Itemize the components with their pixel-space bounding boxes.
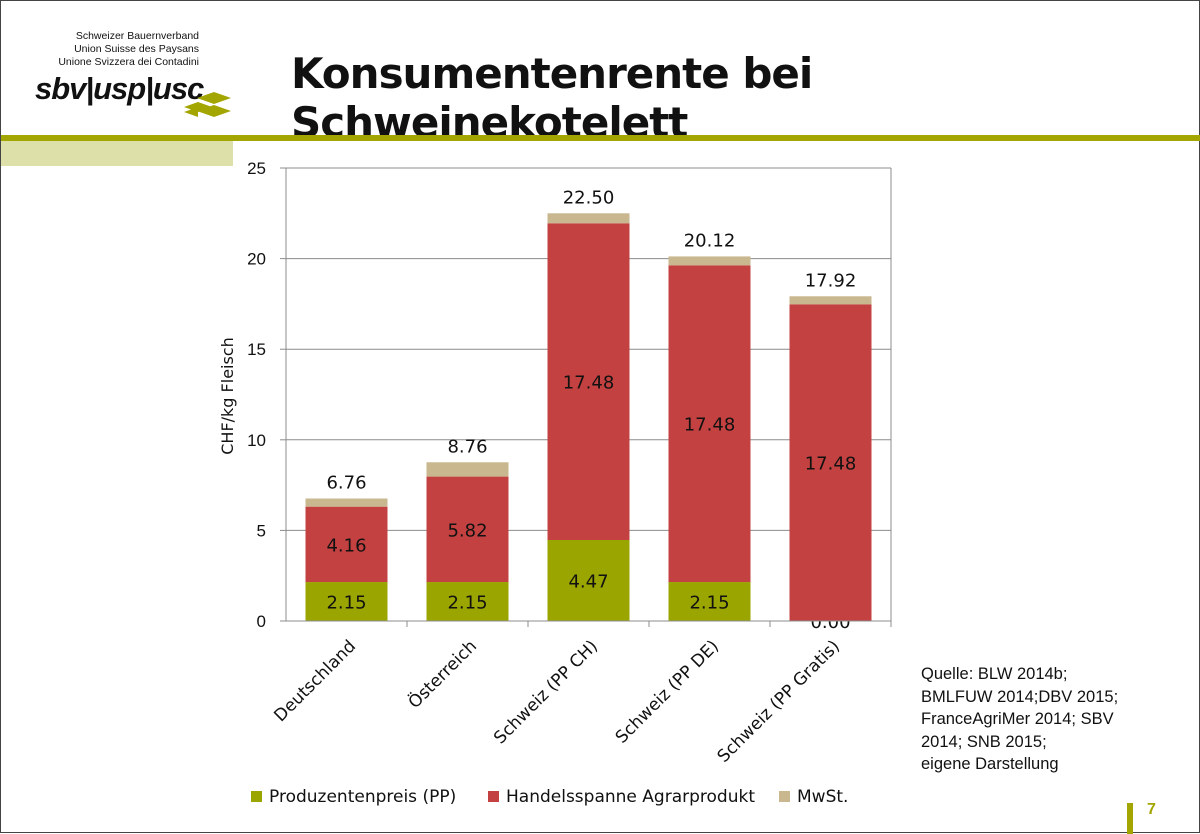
legend-label: Produzentenpreis (PP) [269, 787, 456, 807]
x-tick-label: Schweiz (PP CH) [490, 636, 602, 748]
x-tick-label: Deutschland [270, 636, 360, 726]
total-label: 20.12 [684, 230, 736, 251]
logo-line: Union Suisse des Paysans [74, 43, 199, 55]
y-tick-label: 0 [257, 612, 266, 631]
x-tick-label: Schweiz (PP Gratis) [714, 636, 844, 766]
y-tick-label: 10 [247, 431, 266, 450]
bar-segment [305, 506, 388, 583]
source-line: 2014; SNB 2015; [921, 732, 1047, 751]
y-tick-label: 5 [257, 521, 266, 540]
data-label: 2.15 [447, 593, 487, 614]
legend-swatch [251, 791, 262, 802]
bar-segment [547, 223, 630, 541]
logo-diamond-icon [184, 92, 231, 117]
source-line: FranceAgriMer 2014; SBV [921, 710, 1114, 728]
total-label: 6.76 [326, 473, 366, 494]
y-tick-label: 15 [247, 340, 266, 359]
legend-swatch [779, 791, 790, 802]
bar-segment [426, 476, 509, 583]
data-label: 17.48 [563, 373, 615, 394]
header-rule [1, 135, 1200, 141]
source-line: BMLFUW 2014;DBV 2015; [921, 687, 1119, 706]
source-line: Quelle: BLW 2014b; [921, 665, 1068, 683]
legend-label: Handelsspanne Agrarprodukt [506, 787, 755, 807]
data-label: 17.48 [805, 454, 857, 475]
bar-segment [789, 296, 872, 305]
bar-segment [668, 256, 751, 266]
y-tick-label: 25 [247, 159, 266, 178]
bar-segment [668, 265, 751, 583]
total-label: 22.50 [563, 187, 615, 208]
data-label: 5.82 [447, 520, 487, 541]
bar-segment [668, 582, 751, 621]
total-label: 17.92 [805, 270, 857, 291]
y-tick-label: 20 [247, 250, 266, 269]
bar-segment [426, 582, 509, 621]
y-axis-label: CHF/kg Fleisch [218, 337, 237, 455]
page-number-bar [1127, 803, 1133, 834]
x-tick-label: Österreich [403, 635, 481, 713]
source-note: Quelle: BLW 2014b; BMLFUW 2014;DBV 2015;… [921, 663, 1118, 776]
source-line: eigene Darstellung [921, 755, 1059, 773]
data-label: 2.15 [689, 593, 729, 614]
data-label: 2.15 [326, 593, 366, 614]
data-label: 4.47 [568, 572, 608, 593]
page-number: 7 [1147, 801, 1156, 818]
logo-line: Schweizer Bauernverband [75, 30, 199, 42]
bar-segment [547, 540, 630, 621]
bar-segment [789, 304, 872, 621]
bar-segment [305, 582, 388, 621]
total-label: 8.76 [447, 436, 487, 457]
x-tick-label: Schweiz (PP DE) [612, 636, 723, 747]
data-label: 17.48 [684, 415, 736, 436]
bar-segment [547, 213, 630, 224]
data-label: 4.16 [326, 535, 366, 556]
logo-wordmark: sbv|usp|usc [35, 71, 204, 106]
legend-swatch [488, 791, 499, 802]
logo-line: Unione Svizzera dei Contadini [58, 56, 199, 68]
bar-segment [305, 498, 388, 507]
legend-label: MwSt. [797, 787, 848, 807]
header-band [1, 141, 233, 166]
bar-segment [426, 462, 509, 477]
